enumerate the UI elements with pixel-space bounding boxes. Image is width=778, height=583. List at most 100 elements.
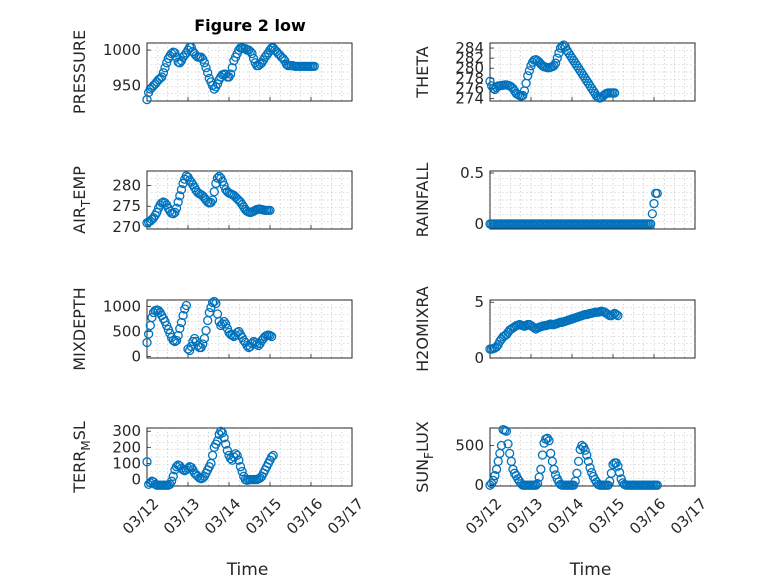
data-point bbox=[613, 310, 623, 321]
data-point bbox=[542, 433, 553, 443]
data-point bbox=[613, 461, 623, 471]
x-tick-label: 03/13 bbox=[503, 495, 546, 538]
x-tick-label: 03/15 bbox=[585, 495, 628, 538]
data-markers bbox=[485, 306, 623, 354]
figure-title: Figure 2 low bbox=[194, 16, 306, 35]
x-tick-label: 03/13 bbox=[160, 495, 203, 538]
data-point bbox=[175, 191, 185, 201]
data-point bbox=[490, 471, 500, 481]
data-point bbox=[160, 63, 170, 73]
y-tick-label: 274 bbox=[455, 89, 484, 107]
data-point bbox=[609, 88, 620, 98]
data-point bbox=[583, 456, 594, 467]
data-point bbox=[523, 71, 533, 81]
panel-1: 950 1000 PRESSURE bbox=[70, 30, 353, 114]
data-point bbox=[501, 426, 512, 436]
data-point bbox=[652, 480, 662, 490]
data-point bbox=[142, 457, 152, 467]
data-point bbox=[198, 339, 208, 349]
y-tick-label: 500 bbox=[112, 323, 141, 341]
y-axis-label: H2OMIXRA bbox=[413, 286, 432, 372]
data-point bbox=[485, 480, 495, 490]
data-point bbox=[247, 48, 257, 59]
data-point bbox=[608, 309, 618, 320]
data-point bbox=[552, 53, 562, 63]
data-point bbox=[143, 329, 154, 339]
data-point bbox=[266, 331, 277, 342]
x-tick-label: 03/12 bbox=[119, 495, 162, 538]
data-point bbox=[142, 94, 152, 105]
data-point bbox=[175, 323, 185, 334]
data-point bbox=[503, 439, 513, 449]
data-point bbox=[649, 198, 659, 209]
data-point bbox=[171, 203, 182, 213]
data-point bbox=[152, 207, 162, 218]
data-point bbox=[217, 428, 228, 438]
y-axis-label: SUNFLUX bbox=[413, 421, 436, 493]
data-point bbox=[181, 300, 192, 311]
data-point bbox=[488, 475, 498, 486]
data-point bbox=[614, 467, 625, 478]
x-tick-label: 03/16 bbox=[283, 495, 326, 538]
data-point bbox=[221, 319, 231, 329]
data-point bbox=[524, 66, 535, 76]
data-point bbox=[549, 464, 559, 474]
y-tick-label: 300 bbox=[112, 422, 141, 440]
y-tick-label: 270 bbox=[112, 218, 141, 236]
data-point bbox=[237, 466, 247, 477]
y-tick-label: 282 bbox=[455, 49, 484, 67]
y-axis-label: THETA bbox=[413, 46, 432, 98]
data-markers bbox=[485, 424, 662, 490]
data-point bbox=[590, 474, 600, 485]
y-tick-label: 0.5 bbox=[460, 164, 484, 182]
data-point bbox=[178, 310, 188, 321]
data-point bbox=[168, 335, 178, 346]
data-markers bbox=[142, 426, 278, 490]
data-point bbox=[585, 463, 595, 473]
data-point bbox=[170, 48, 180, 58]
y-tick-label: 500 bbox=[455, 436, 484, 454]
x-tick-label: 03/14 bbox=[201, 495, 244, 538]
panel-3: 270 275 280 AIRTEMP bbox=[70, 166, 353, 236]
data-point bbox=[217, 176, 228, 187]
data-point bbox=[221, 439, 231, 449]
data-point bbox=[199, 58, 210, 68]
y-tick-label: 0 bbox=[131, 471, 141, 489]
data-point bbox=[203, 68, 213, 78]
data-point bbox=[173, 330, 183, 341]
data-point bbox=[227, 63, 237, 73]
y-tick-label: 275 bbox=[112, 197, 141, 215]
y-tick-label: 284 bbox=[455, 39, 484, 57]
data-point bbox=[536, 464, 546, 474]
data-point bbox=[532, 478, 543, 489]
data-markers bbox=[142, 42, 319, 105]
data-point bbox=[157, 72, 167, 82]
panel-4: 0 0.5 RAINFALL bbox=[413, 163, 696, 237]
data-point bbox=[268, 450, 278, 461]
y-axis-label: PRESSURE bbox=[70, 30, 89, 114]
data-point bbox=[518, 90, 528, 101]
data-point bbox=[580, 445, 590, 455]
y-axis-label: TERRMSL bbox=[70, 421, 93, 494]
data-point bbox=[496, 440, 507, 451]
data-point bbox=[265, 330, 275, 341]
data-point bbox=[309, 61, 319, 71]
y-tick-label: 280 bbox=[455, 59, 484, 77]
y-tick-label: 950 bbox=[112, 76, 141, 94]
data-point bbox=[550, 58, 561, 68]
data-point bbox=[173, 197, 183, 207]
data-point bbox=[572, 468, 582, 478]
data-point bbox=[201, 325, 211, 336]
panel-5: 0 500 1000 MIXDEPTH bbox=[70, 287, 353, 371]
data-point bbox=[181, 465, 192, 475]
data-point bbox=[211, 298, 221, 309]
data-point bbox=[142, 337, 152, 348]
data-point bbox=[549, 61, 559, 71]
data-point bbox=[171, 335, 182, 346]
data-point bbox=[573, 456, 584, 467]
x-tick-label: 03/17 bbox=[324, 495, 367, 538]
data-point bbox=[513, 474, 523, 484]
